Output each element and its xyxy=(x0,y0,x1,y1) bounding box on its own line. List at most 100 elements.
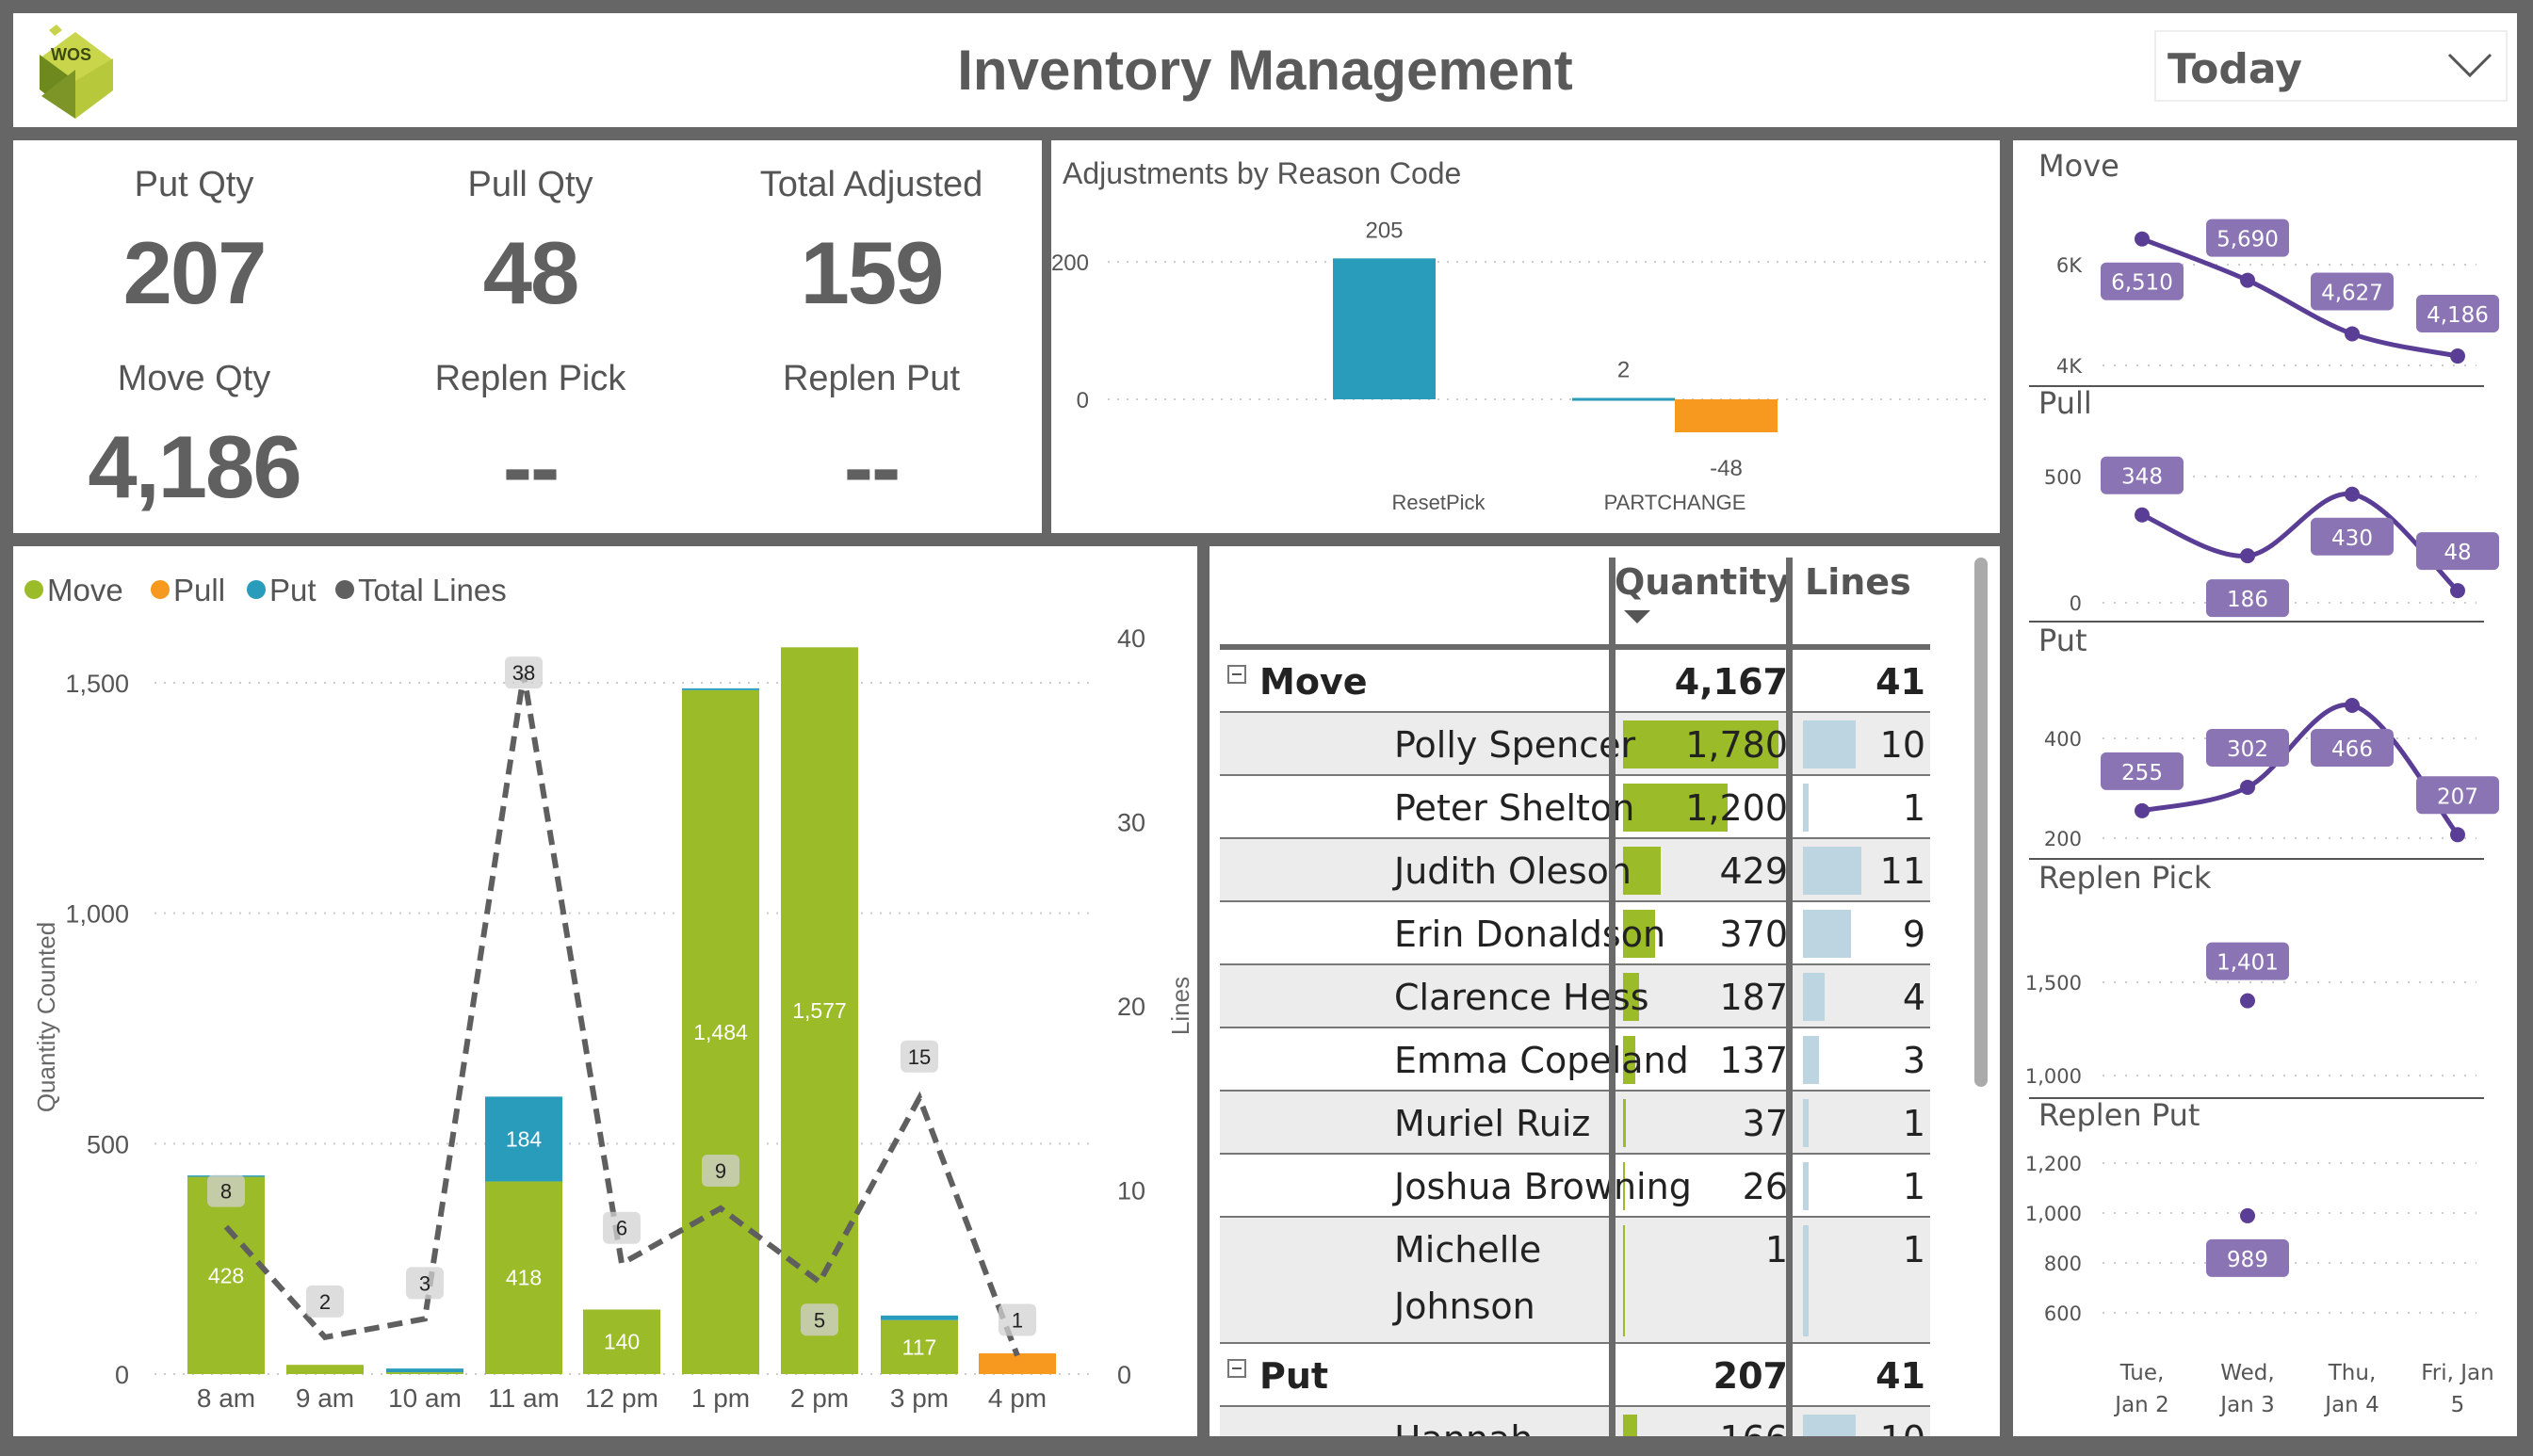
data-label: 255 xyxy=(2121,761,2163,785)
lines-data-bar xyxy=(1803,720,1857,768)
bar-data-label: 428 xyxy=(208,1263,244,1287)
company-logo: WOS xyxy=(28,23,122,121)
lines-data-bar xyxy=(1803,1162,1809,1210)
kpi-label: Pull Qty xyxy=(467,165,593,204)
row-name: Clarence Hess xyxy=(1394,977,1649,1018)
kpi-value: 48 xyxy=(482,223,580,322)
minus-glyph xyxy=(1232,1367,1242,1369)
x-tick-label: 4 pm xyxy=(988,1383,1047,1413)
quantity-data-bar xyxy=(1623,1415,1638,1436)
line-data-label: 3 xyxy=(419,1271,430,1295)
sort-descending-icon[interactable] xyxy=(1624,610,1650,625)
lines-data-bar xyxy=(1803,910,1851,958)
group-row: Move 4,167 41 xyxy=(1220,650,1930,713)
row-lines: 1 xyxy=(1902,1166,1925,1207)
y2-tick-label: 0 xyxy=(1117,1361,1131,1389)
y-tick-label: 1,000 xyxy=(2025,1065,2082,1088)
line-data-label: 2 xyxy=(319,1290,331,1314)
line-data-label: 6 xyxy=(616,1217,627,1240)
group-name: Move xyxy=(1259,661,1368,703)
row-lines: 10 xyxy=(1794,1407,1925,1436)
line-data-label: 38 xyxy=(512,661,535,685)
kpi-replen-put: Replen Put -- xyxy=(702,359,1041,518)
row-name: Erin Donaldson xyxy=(1394,914,1666,955)
row-lines: 11 xyxy=(1879,850,1925,892)
bar-partchange xyxy=(1572,397,1675,401)
kpi-replen-pick: Replen Pick -- xyxy=(361,359,700,518)
kpi-cards: Put Qty 207 Pull Qty 48 Total Adjusted 1… xyxy=(13,140,1042,533)
data-label-box xyxy=(2101,456,2184,494)
row-name: Joshua Browning xyxy=(1394,1166,1692,1207)
trend-point xyxy=(2450,827,2465,843)
quantity-data-bar xyxy=(1623,1162,1626,1210)
legend-label: Move xyxy=(47,573,123,607)
column-divider xyxy=(1609,558,1616,1436)
quantity-data-bar xyxy=(1623,1099,1627,1147)
trend-point xyxy=(2450,583,2465,599)
quantity-data-bar xyxy=(1623,910,1656,958)
bar-put xyxy=(386,1368,463,1373)
bar-data-label: 140 xyxy=(604,1330,640,1354)
column-header-quantity[interactable]: Quantity xyxy=(1615,561,1791,603)
y2-tick-label: 40 xyxy=(1117,624,1145,653)
logo-text: WOS xyxy=(51,45,91,64)
x-tick-label: 9 am xyxy=(296,1383,354,1413)
trend-point xyxy=(2135,231,2150,247)
bar-data-label: 117 xyxy=(902,1335,937,1359)
x-tick-label: PARTCHANGE xyxy=(1604,491,1746,514)
y-tick-label: 400 xyxy=(2044,728,2082,751)
table-row: Peter Shelton 1,200 1 xyxy=(1220,776,1930,839)
kpi-move-qty: Move Qty 4,186 xyxy=(24,359,364,518)
date-filter-dropdown[interactable]: Today xyxy=(2154,30,2508,102)
group-lines: 41 xyxy=(1875,661,1925,703)
table-row: Hannah16610 xyxy=(1220,1407,1930,1436)
column-header-lines[interactable]: Lines xyxy=(1805,561,1911,603)
data-label: 1,401 xyxy=(2216,951,2279,976)
bar-move xyxy=(386,1372,463,1374)
small-multiple-title: Move xyxy=(2038,148,2119,184)
trend-point xyxy=(2345,698,2360,714)
data-label: 5,690 xyxy=(2216,228,2279,252)
y-tick-label: 0 xyxy=(1077,388,1089,413)
x-tick-label: Thu, xyxy=(2328,1361,2377,1385)
bar-data-label: 1,577 xyxy=(792,998,847,1023)
row-quantity: 37 xyxy=(1742,1103,1788,1144)
y2-axis-title: Lines xyxy=(1166,977,1194,1035)
quantity-data-bar xyxy=(1623,784,1729,832)
collapse-toggle-icon[interactable] xyxy=(1227,1359,1246,1378)
data-label: 207 xyxy=(2437,785,2478,809)
x-tick-label: Jan 4 xyxy=(2323,1393,2379,1417)
row-quantity: 166 xyxy=(1615,1407,1788,1436)
kpi-value: -- xyxy=(843,417,901,516)
data-label-box xyxy=(2311,517,2394,556)
trend-line xyxy=(2141,492,2460,592)
y-tick-label: 4K xyxy=(2056,355,2083,378)
collapse-toggle-icon[interactable] xyxy=(1227,665,1246,684)
row-name: Muriel Ruiz xyxy=(1394,1103,1591,1144)
kpi-value: 4,186 xyxy=(88,417,301,516)
table-row: Polly Spencer 1,780 10 xyxy=(1220,713,1930,776)
vertical-scrollbar[interactable] xyxy=(1974,558,1988,1087)
y-tick-label: 200 xyxy=(2044,828,2082,850)
y-tick-label: 200 xyxy=(1051,251,1089,276)
data-label: 48 xyxy=(2444,541,2471,565)
group-quantity: 4,167 xyxy=(1674,661,1788,703)
lines-data-bar xyxy=(1803,847,1861,895)
row-quantity: 1,780 xyxy=(1685,724,1788,766)
row-quantity: 429 xyxy=(1719,850,1788,892)
lines-data-bar xyxy=(1803,1099,1809,1147)
y-tick-label: 800 xyxy=(2044,1253,2082,1275)
bar-put xyxy=(881,1315,958,1320)
bar-put xyxy=(485,1096,562,1182)
line-label-box xyxy=(801,1303,838,1336)
row-lines: 1 xyxy=(1902,1229,1925,1270)
row-quantity: 26 xyxy=(1742,1166,1788,1207)
bar-move xyxy=(881,1319,958,1374)
data-label: 348 xyxy=(2121,465,2163,490)
trend-line xyxy=(2141,236,2459,359)
kpi-label: Move Qty xyxy=(117,359,271,398)
kpi-total-adjusted: Total Adjusted 159 xyxy=(702,165,1041,324)
line-label-box xyxy=(306,1285,344,1318)
bar-move xyxy=(485,1181,562,1374)
line-label-box xyxy=(207,1174,245,1207)
